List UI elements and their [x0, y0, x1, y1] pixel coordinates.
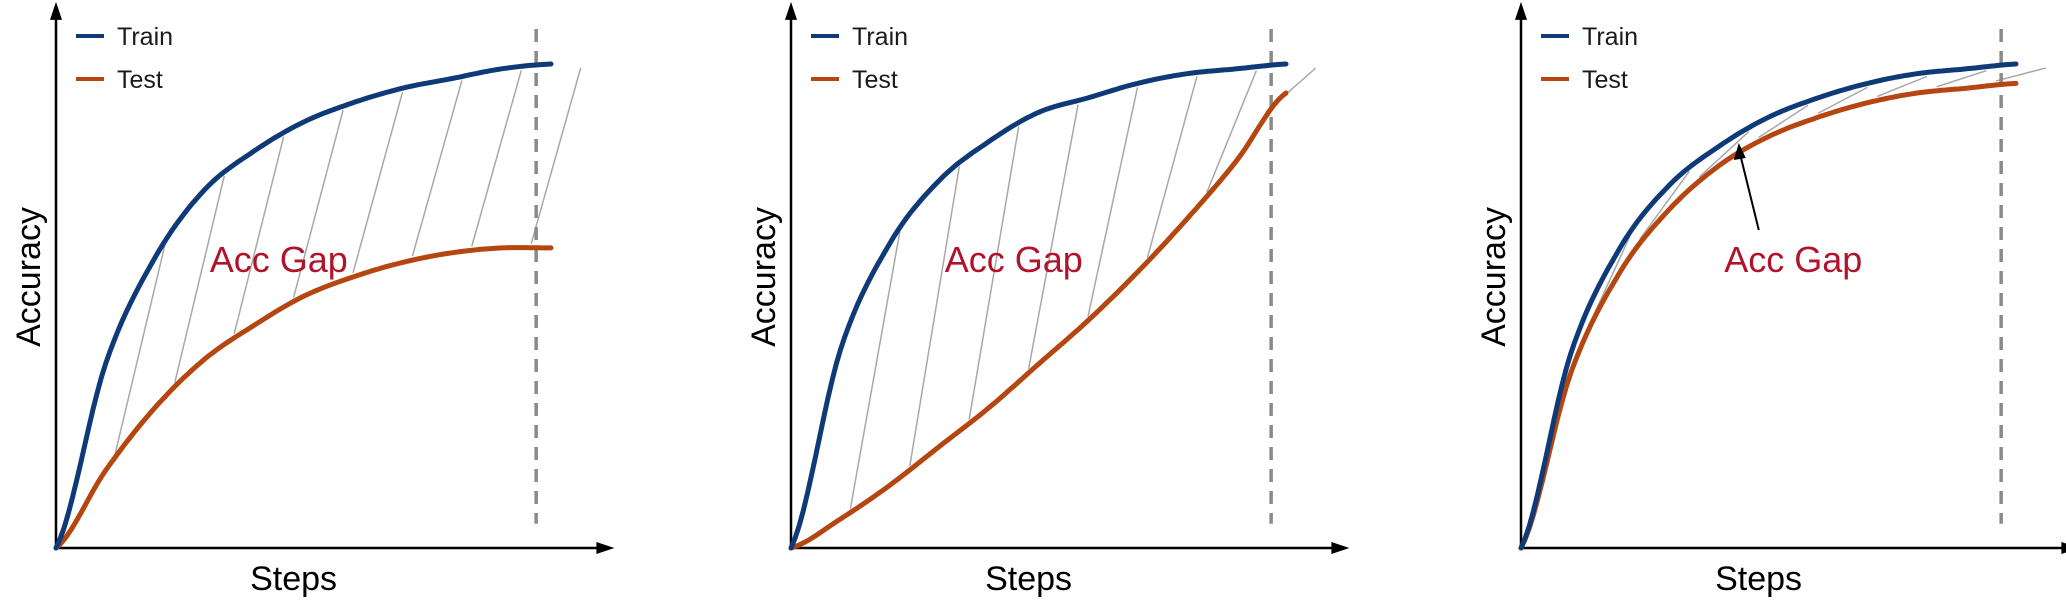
y-axis-title: Accuracy: [1475, 207, 1513, 347]
hatch-line: [233, 136, 285, 335]
hatch-line: [1027, 104, 1079, 370]
legend-label-train: Train: [117, 23, 173, 51]
y-axis-title: Accuracy: [745, 207, 783, 347]
hatch-line: [471, 70, 523, 247]
hatch-line: [411, 80, 463, 257]
acc-gap-arrow: [1739, 156, 1760, 231]
hatch-line: [849, 231, 901, 509]
x-axis-title: Steps: [1715, 560, 1802, 598]
train-curve: [53, 61, 554, 551]
hatch-line: [1146, 76, 1198, 259]
acc-gap-label: Acc Gap: [210, 239, 348, 280]
gap-hatch: [849, 67, 1317, 509]
gap-hatch: [1579, 67, 2046, 345]
legend: Train Test: [1541, 23, 1638, 94]
panel-small-gap: Steps Accuracy Train Test Acc Gap: [1475, 1, 2066, 598]
hatch-line: [1936, 69, 1987, 88]
y-axis-title: Accuracy: [10, 207, 48, 347]
legend-label-train: Train: [1582, 23, 1638, 51]
panel-large-gap: Steps Accuracy Train Test Acc Gap: [10, 1, 615, 598]
hatch-line: [292, 109, 344, 298]
hatch-line: [352, 92, 404, 274]
acc-gap-label: Acc Gap: [1724, 239, 1862, 280]
hatch-line: [1758, 104, 1809, 139]
hatch-line: [114, 244, 166, 453]
y-axis-arrowhead: [50, 1, 62, 20]
legend-label-test: Test: [852, 66, 898, 94]
x-axis-arrowhead: [1331, 542, 1350, 554]
acc-gap-label: Acc Gap: [945, 239, 1083, 280]
train-curve: [788, 61, 1289, 551]
x-axis-title: Steps: [985, 560, 1072, 598]
acc-gap-arrowhead: [1733, 143, 1746, 161]
train-curve: [1518, 61, 2019, 551]
hatch-line: [909, 166, 961, 467]
hatch-line: [1206, 70, 1257, 193]
hatch-line: [1639, 170, 1690, 240]
hatch-line: [174, 175, 226, 383]
legend-label-test: Test: [1582, 66, 1628, 94]
hatch-line: [530, 67, 582, 244]
legend-label-test: Test: [117, 66, 163, 94]
panel-closing-gap: Steps Accuracy Train Test Acc Gap: [745, 1, 1350, 598]
y-axis-arrowhead: [1515, 1, 1527, 20]
test-curve: [788, 90, 1289, 551]
x-axis-arrowhead: [2061, 542, 2066, 554]
test-curve: [1518, 80, 2019, 551]
gap-hatch: [114, 67, 582, 453]
hatch-line: [1996, 67, 2046, 82]
hatch-line: [1877, 75, 1928, 98]
hatch-line: [1698, 131, 1750, 178]
x-axis-title: Steps: [250, 560, 337, 598]
legend-label-train: Train: [852, 23, 908, 51]
hatch-line: [1087, 87, 1139, 317]
x-axis-arrowhead: [596, 542, 615, 554]
test-curve: [53, 245, 554, 551]
legend: Train Test: [76, 23, 173, 94]
legend: Train Test: [811, 23, 908, 94]
y-axis-arrowhead: [785, 1, 797, 20]
hatch-line: [1817, 86, 1868, 114]
hatch-line: [968, 126, 1020, 420]
